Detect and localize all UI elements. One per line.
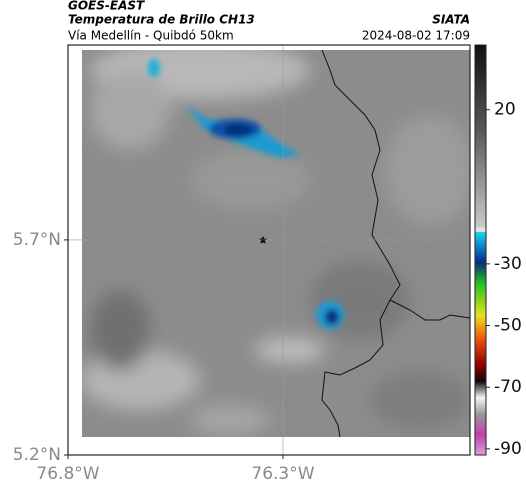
- y-tick-label: 5.7°N: [13, 230, 61, 250]
- colorbar-tick-label: -70: [494, 377, 522, 397]
- colorbar-ticks: 20 -30 -50 -70 -90: [486, 100, 522, 459]
- x-tick-label: 76.3°W: [251, 464, 314, 484]
- colorbar-tick-label: -90: [494, 439, 522, 459]
- colorbar: [474, 44, 487, 456]
- map-frame: [67, 44, 471, 456]
- subtitle: Temperatura de Brillo CH13: [68, 13, 255, 27]
- title: GOES-EAST: [68, 0, 145, 13]
- source: SIATA: [432, 13, 470, 27]
- x-tick-label: 76.8°W: [36, 464, 99, 484]
- datetime: 2024-08-02 17:09: [362, 29, 470, 43]
- region: Vía Medellín - Quibdó 50km: [68, 29, 234, 43]
- colorbar-tick-label: -50: [494, 316, 522, 336]
- y-tick-label: 5.2°N: [13, 445, 61, 465]
- colorbar-tick-label: 20: [494, 100, 516, 120]
- colorbar-tick-label: -30: [494, 254, 522, 274]
- boundaries: [321, 49, 471, 438]
- satellite-image: [82, 50, 470, 437]
